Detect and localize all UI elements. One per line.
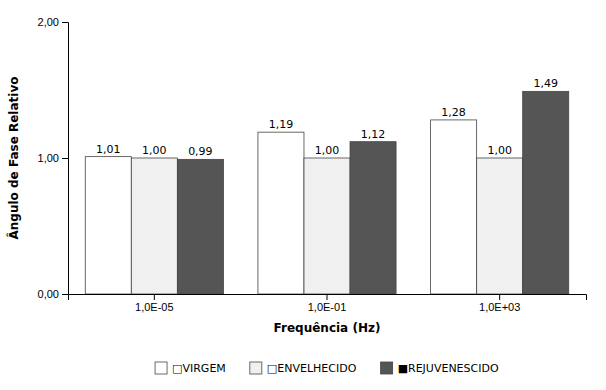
plot: 1,01 1,19 1,28 1,00 1,00 1,00 0,99 1,12 1,49 0,00… <box>38 16 587 313</box>
y-tick: 1,00 <box>38 152 68 164</box>
legend-swatch <box>155 362 167 374</box>
x-tick-label: 1,0E-01 <box>308 301 347 313</box>
x-tick-mark <box>327 294 328 300</box>
x-axis: 1,0E-05 1,0E-01 1,0E+03 <box>69 294 587 313</box>
y-tick-mark <box>62 158 68 159</box>
data-label: 1,49 <box>533 77 558 90</box>
legend-item: □VIRGEM <box>155 362 226 375</box>
legend-label: □ENVELHECIDO <box>267 362 357 375</box>
y-tick-mark <box>62 22 68 23</box>
data-label: 1,00 <box>315 144 340 157</box>
legend-swatch <box>250 362 262 374</box>
y-axis-title: Ângulo de Fase Relativo <box>6 77 21 240</box>
data-label: 1,19 <box>269 118 294 131</box>
data-label: 1,00 <box>142 144 167 157</box>
y-axis: 0,00 1,00 2,00 <box>38 16 69 300</box>
legend-label: □VIRGEM <box>172 362 226 375</box>
y-tick: 2,00 <box>38 16 68 28</box>
bars <box>85 91 568 294</box>
bar <box>350 142 396 294</box>
x-tick-mark <box>499 294 500 300</box>
bar <box>304 158 350 294</box>
bar <box>477 158 523 294</box>
data-labels: 1,01 1,19 1,28 1,00 1,00 1,00 0,99 1,12 1,49 <box>96 77 558 158</box>
bar <box>131 158 177 294</box>
bar <box>431 120 477 294</box>
x-tick-label: 1,0E+03 <box>479 301 520 313</box>
bar <box>258 132 304 294</box>
y-axis-line <box>62 23 69 295</box>
x-tick: 1,0E+03 <box>479 294 520 313</box>
legend: □VIRGEM □ENVELHECIDO ■REJUVENESCIDO <box>155 362 499 375</box>
bar <box>85 157 131 294</box>
x-tick-label: 1,0E-05 <box>135 301 174 313</box>
data-label: 1,01 <box>96 143 121 156</box>
data-label: 0,99 <box>188 145 213 158</box>
bar <box>523 91 569 294</box>
y-tick-label: 2,00 <box>38 16 59 28</box>
data-label: 1,12 <box>361 128 386 141</box>
legend-swatch <box>381 362 393 374</box>
legend-item: □ENVELHECIDO <box>250 362 357 375</box>
legend-item: ■REJUVENESCIDO <box>381 362 499 375</box>
y-tick-mark <box>62 294 68 295</box>
chart-svg: 1,01 1,19 1,28 1,00 1,00 1,00 0,99 1,12 1,49 0,00… <box>0 0 606 390</box>
x-axis-title: Frequência (Hz) <box>274 321 381 335</box>
chart-container: 1,01 1,19 1,28 1,00 1,00 1,00 0,99 1,12 1,49 0,00… <box>0 0 606 390</box>
x-tick: 1,0E-01 <box>308 294 347 313</box>
y-tick-label: 1,00 <box>38 152 59 164</box>
y-tick-label: 0,00 <box>38 288 59 300</box>
data-label: 1,00 <box>487 144 512 157</box>
x-axis-line <box>69 295 587 301</box>
data-label: 1,28 <box>441 106 466 119</box>
x-tick: 1,0E-05 <box>135 294 174 313</box>
legend-label: ■REJUVENESCIDO <box>398 362 499 375</box>
y-tick: 0,00 <box>38 288 68 300</box>
x-tick-mark <box>154 294 155 300</box>
bar <box>177 159 223 294</box>
